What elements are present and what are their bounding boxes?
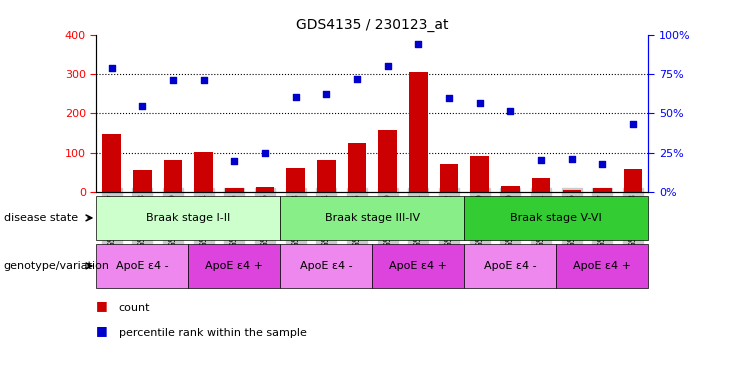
Text: percentile rank within the sample: percentile rank within the sample bbox=[119, 328, 307, 338]
Text: disease state: disease state bbox=[4, 213, 78, 223]
Text: genotype/variation: genotype/variation bbox=[4, 261, 110, 271]
Point bbox=[198, 77, 210, 83]
Bar bbox=[379, 130, 397, 192]
Text: ApoE ε4 -: ApoE ε4 - bbox=[116, 261, 169, 271]
Text: Braak stage V-VI: Braak stage V-VI bbox=[511, 213, 602, 223]
Point bbox=[535, 157, 547, 163]
Point bbox=[443, 95, 455, 101]
Text: ApoE ε4 -: ApoE ε4 - bbox=[300, 261, 353, 271]
Point bbox=[505, 108, 516, 114]
Bar bbox=[624, 169, 642, 192]
Point bbox=[136, 103, 148, 109]
Bar bbox=[164, 160, 182, 192]
Point bbox=[228, 157, 240, 164]
Bar bbox=[256, 187, 274, 192]
Text: ApoE ε4 +: ApoE ε4 + bbox=[205, 261, 263, 271]
Bar bbox=[317, 160, 336, 192]
Point bbox=[627, 121, 639, 127]
Point bbox=[290, 94, 302, 100]
Point bbox=[106, 65, 118, 71]
Bar bbox=[348, 143, 366, 192]
Point bbox=[320, 91, 332, 97]
Text: ApoE ε4 +: ApoE ε4 + bbox=[389, 261, 448, 271]
Point bbox=[566, 156, 578, 162]
Bar bbox=[133, 170, 151, 192]
Text: Braak stage III-IV: Braak stage III-IV bbox=[325, 213, 420, 223]
Bar bbox=[194, 152, 213, 192]
Point bbox=[413, 41, 425, 48]
Text: ■: ■ bbox=[96, 324, 108, 338]
Bar bbox=[440, 164, 458, 192]
Text: Braak stage I-II: Braak stage I-II bbox=[146, 213, 230, 223]
Title: GDS4135 / 230123_at: GDS4135 / 230123_at bbox=[296, 18, 448, 32]
Point bbox=[382, 63, 393, 69]
Point bbox=[597, 161, 608, 167]
Text: count: count bbox=[119, 303, 150, 313]
Bar bbox=[225, 188, 244, 192]
Bar bbox=[532, 178, 551, 192]
Bar bbox=[501, 186, 519, 192]
Text: ApoE ε4 +: ApoE ε4 + bbox=[574, 261, 631, 271]
Bar bbox=[287, 167, 305, 192]
Bar bbox=[102, 134, 121, 192]
Text: ■: ■ bbox=[96, 300, 108, 313]
Bar bbox=[562, 190, 581, 192]
Point bbox=[351, 76, 363, 82]
Bar bbox=[471, 156, 489, 192]
Point bbox=[473, 100, 485, 106]
Bar bbox=[409, 72, 428, 192]
Point bbox=[259, 151, 271, 157]
Bar bbox=[593, 188, 611, 192]
Point bbox=[167, 77, 179, 83]
Text: ApoE ε4 -: ApoE ε4 - bbox=[484, 261, 536, 271]
